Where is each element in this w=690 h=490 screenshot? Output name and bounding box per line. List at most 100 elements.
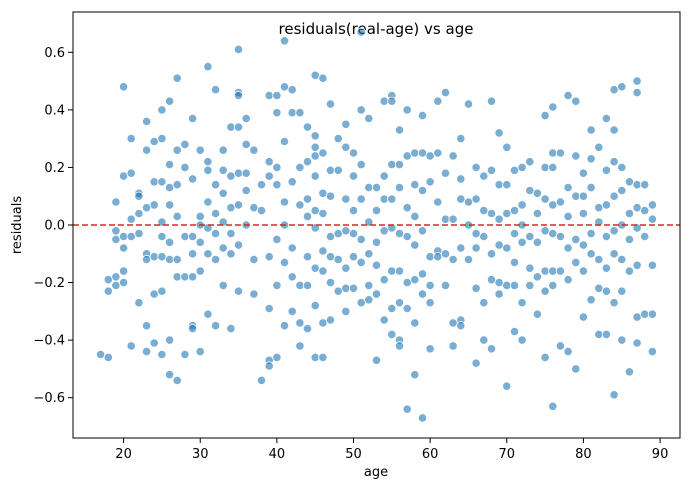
y-tick-label: 0.2 — [44, 161, 65, 176]
data-point — [387, 329, 397, 339]
data-point — [165, 254, 175, 265]
data-point — [165, 200, 175, 210]
data-point — [165, 160, 175, 170]
data-point — [279, 321, 290, 331]
data-point — [310, 142, 320, 152]
data-point — [563, 183, 573, 193]
data-point — [525, 157, 535, 167]
data-point — [525, 263, 535, 273]
data-point — [356, 194, 366, 204]
data-point — [172, 73, 182, 83]
data-point — [119, 231, 129, 242]
chart-title: residuals(real-age) vs age — [279, 20, 474, 38]
y-tick-label: −0.4 — [33, 334, 65, 349]
data-point — [149, 136, 159, 147]
data-point — [172, 254, 182, 265]
data-point — [448, 254, 458, 265]
data-point — [563, 211, 573, 221]
data-point — [233, 240, 244, 250]
data-point — [548, 200, 558, 210]
data-point — [157, 134, 167, 144]
data-point — [640, 231, 650, 242]
data-point — [632, 76, 642, 86]
data-point — [364, 295, 374, 305]
data-point — [310, 171, 320, 181]
data-point — [410, 211, 420, 221]
data-point — [119, 243, 129, 253]
data-point — [571, 364, 581, 374]
data-point — [456, 174, 466, 184]
data-point — [165, 237, 175, 247]
data-point — [548, 229, 558, 239]
data-point — [586, 154, 596, 164]
data-point — [394, 160, 405, 170]
data-point — [601, 329, 612, 339]
data-point — [325, 99, 336, 109]
data-point — [188, 323, 198, 334]
data-point — [471, 229, 481, 239]
data-point — [333, 229, 343, 239]
data-point — [517, 335, 527, 345]
data-point — [394, 298, 405, 308]
data-point — [486, 208, 497, 219]
data-point — [440, 88, 451, 98]
data-point — [387, 194, 397, 204]
data-point — [180, 162, 190, 172]
data-point — [517, 237, 527, 247]
data-point — [417, 269, 428, 279]
data-point — [410, 148, 420, 158]
data-point — [433, 148, 443, 158]
data-point — [341, 119, 351, 129]
data-point — [647, 346, 658, 357]
data-point — [532, 309, 543, 319]
data-point — [647, 200, 658, 210]
data-point — [417, 185, 428, 196]
data-point — [617, 162, 627, 172]
data-point — [142, 346, 152, 357]
data-point — [256, 375, 267, 385]
data-point — [103, 286, 113, 296]
data-point — [264, 171, 274, 181]
data-point — [172, 211, 182, 221]
data-point — [119, 266, 129, 276]
data-point — [233, 286, 244, 296]
data-point — [256, 206, 267, 216]
data-point — [287, 243, 297, 253]
data-point — [647, 309, 658, 319]
data-point — [440, 249, 451, 259]
data-point — [310, 70, 320, 80]
data-point — [371, 355, 382, 365]
data-point — [540, 111, 550, 121]
data-point — [387, 96, 397, 106]
y-tick-label: −0.2 — [33, 276, 65, 291]
data-point — [272, 280, 282, 290]
data-point — [256, 180, 267, 190]
data-point — [119, 171, 129, 181]
data-point — [218, 280, 228, 290]
data-point — [287, 85, 297, 95]
data-point — [264, 252, 274, 262]
data-point — [563, 90, 573, 101]
data-point — [425, 151, 435, 161]
data-point — [555, 266, 566, 276]
data-point — [632, 260, 642, 270]
data-point — [126, 214, 136, 224]
data-point — [371, 206, 382, 216]
data-point — [502, 280, 512, 290]
data-point — [295, 318, 305, 328]
data-point — [586, 183, 596, 193]
data-point — [203, 62, 213, 72]
data-point — [479, 171, 489, 181]
data-point — [617, 185, 627, 196]
data-point — [149, 177, 159, 187]
ticks-layer: 20 30 40 50 60 70 80 90 −0.6 −0.4 −0.2 0.0 0.2 0.4 0.6 — [33, 46, 668, 462]
data-point — [402, 404, 412, 414]
data-point — [532, 208, 543, 219]
data-point — [425, 298, 435, 308]
data-point — [609, 390, 619, 400]
data-point — [96, 349, 106, 360]
data-point — [226, 323, 236, 334]
data-point — [379, 315, 389, 325]
y-tick-label: −0.6 — [33, 391, 65, 406]
data-point — [295, 280, 305, 290]
